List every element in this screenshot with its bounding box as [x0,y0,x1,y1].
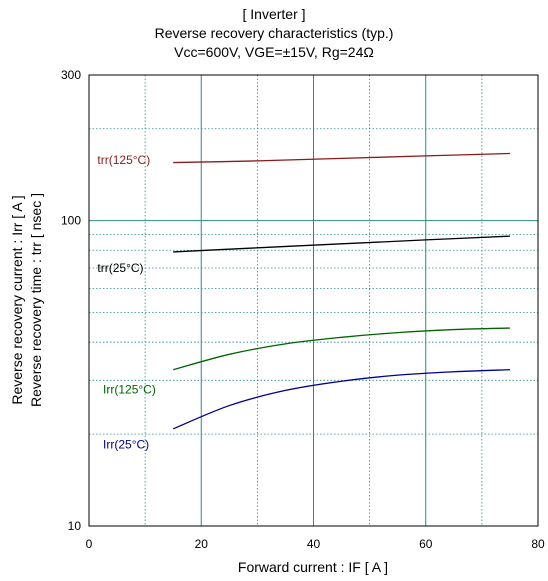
y-tick-label: 10 [68,519,82,533]
x-tick-label: 80 [531,537,545,551]
series-line [173,235,510,253]
series-label-layer: trr(125°C) trr(25°C) Irr(125°C) Irr(25°C) [97,153,155,451]
plot-frame [88,74,539,527]
series-label: trr(25°C) [97,261,143,275]
series-line [173,327,510,371]
grid-layer [89,75,538,526]
x-tick-label: 0 [86,537,93,551]
y-axis-label-2: Reverse recovery time : trr [ nsec ] [28,193,44,407]
chart-subtitle: Reverse recovery characteristics (typ.) [154,25,394,41]
series-line [173,152,510,164]
series-label: Irr(125°C) [103,382,156,396]
x-tick-label: 20 [195,537,209,551]
y-tick-label: 300 [61,68,81,82]
x-tick-label: 60 [419,537,433,551]
series-label: Irr(25°C) [103,437,149,451]
chart-title: [ Inverter ] [242,6,306,22]
tick-layer: 0 20 40 60 80 10 100 300 [61,68,545,551]
y-axis-label-1: Reverse recovery current : Irr [ A ] [9,195,25,404]
series-line [172,369,510,430]
chart-conditions: Vcc=600V, VGE=±15V, Rg=24Ω [174,44,374,60]
x-axis-label: Forward current : IF [ A ] [238,559,388,575]
y-tick-label: 100 [61,214,81,228]
series-label: trr(125°C) [97,153,150,167]
series-layer [172,152,510,430]
x-tick-label: 40 [307,537,321,551]
